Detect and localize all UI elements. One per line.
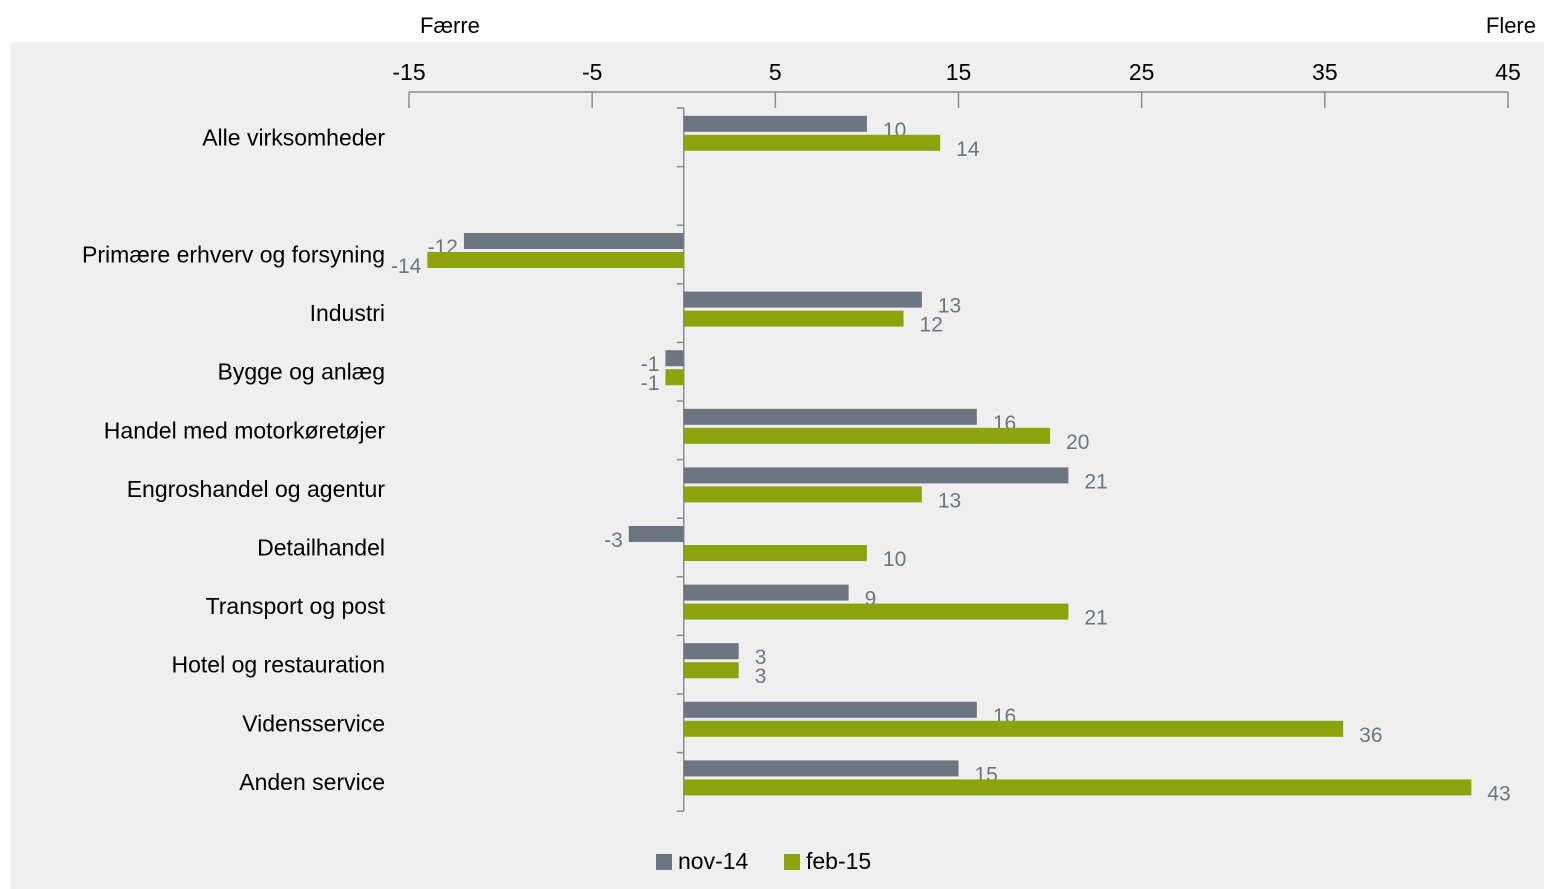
category-label: Industri bbox=[310, 300, 385, 326]
bar-nov-14 bbox=[683, 643, 739, 660]
category-label: Anden service bbox=[239, 769, 385, 795]
plot-background bbox=[10, 42, 1544, 889]
x-tick-label: -5 bbox=[582, 59, 602, 85]
x-tick-label: -15 bbox=[392, 59, 425, 85]
data-label: 21 bbox=[1084, 470, 1107, 493]
data-label: 20 bbox=[1066, 431, 1089, 454]
data-label: 36 bbox=[1359, 724, 1382, 747]
data-label: 12 bbox=[920, 314, 943, 337]
data-label: 13 bbox=[938, 489, 961, 512]
data-label: -14 bbox=[391, 255, 422, 278]
data-label: -3 bbox=[604, 529, 623, 552]
x-tick-label: 25 bbox=[1129, 59, 1155, 85]
data-label: -1 bbox=[641, 372, 660, 395]
x-tick-label: 35 bbox=[1312, 59, 1338, 85]
category-label: Alle virksomheder bbox=[202, 124, 385, 150]
x-tick-label: 15 bbox=[946, 59, 972, 85]
x-tick-label: 5 bbox=[769, 59, 782, 85]
bar-feb-15 bbox=[683, 603, 1069, 620]
legend-swatch-feb-15 bbox=[784, 854, 800, 870]
category-label: Engroshandel og agentur bbox=[127, 476, 386, 502]
bar-nov-14 bbox=[665, 350, 684, 367]
bar-nov-14 bbox=[683, 115, 867, 132]
category-label: Transport og post bbox=[206, 593, 386, 619]
bar-nov-14 bbox=[628, 526, 684, 542]
category-label: Hotel og restauration bbox=[171, 652, 385, 678]
data-label: 3 bbox=[755, 646, 767, 669]
bar-nov-14 bbox=[683, 760, 959, 777]
bar-nov-14 bbox=[683, 408, 977, 425]
legend-label: nov-14 bbox=[678, 848, 749, 874]
category-label: Bygge og anlæg bbox=[217, 359, 385, 385]
data-label: 3 bbox=[755, 665, 767, 688]
bar-nov-14 bbox=[463, 233, 684, 249]
category-label: Primære erhverv og forsyning bbox=[82, 242, 385, 268]
data-label: 9 bbox=[865, 588, 877, 611]
data-label: 10 bbox=[883, 548, 906, 571]
bar-feb-15 bbox=[683, 779, 1472, 796]
bar-feb-15 bbox=[427, 252, 684, 268]
bar-feb-15 bbox=[683, 545, 867, 561]
bar-feb-15 bbox=[683, 427, 1051, 444]
legend-swatch-nov-14 bbox=[656, 854, 672, 870]
bar-feb-15 bbox=[683, 310, 904, 327]
bar-feb-15 bbox=[683, 720, 1344, 737]
category-label: Detailhandel bbox=[257, 535, 385, 561]
bar-nov-14 bbox=[683, 701, 977, 718]
fewer-label: Færre bbox=[420, 13, 480, 38]
bar-nov-14 bbox=[683, 584, 849, 601]
legend-label: feb-15 bbox=[806, 848, 871, 874]
data-label: 14 bbox=[956, 138, 980, 161]
category-label: Vidensservice bbox=[242, 710, 385, 736]
bar-nov-14 bbox=[683, 291, 922, 308]
bar-feb-15 bbox=[665, 369, 684, 386]
more-label: Flere bbox=[1485, 13, 1536, 38]
bar-nov-14 bbox=[683, 467, 1069, 484]
bar-feb-15 bbox=[683, 134, 941, 151]
x-tick-label: 45 bbox=[1495, 59, 1521, 85]
category-label: Handel med motorkøretøjer bbox=[104, 417, 386, 443]
data-label: 13 bbox=[938, 295, 961, 318]
bar-feb-15 bbox=[683, 486, 922, 503]
data-label: 21 bbox=[1084, 607, 1107, 630]
bar-feb-15 bbox=[683, 662, 739, 679]
data-label: 43 bbox=[1487, 782, 1510, 805]
data-label: -1 bbox=[641, 353, 660, 376]
